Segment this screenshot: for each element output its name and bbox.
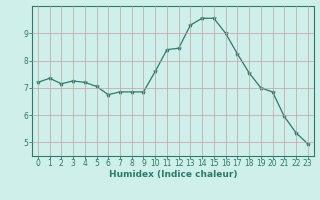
X-axis label: Humidex (Indice chaleur): Humidex (Indice chaleur) bbox=[108, 170, 237, 179]
